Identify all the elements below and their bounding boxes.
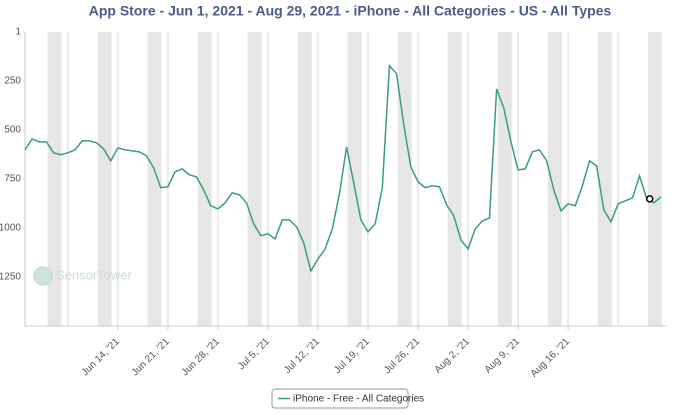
x-tick-label: Jul 19, '21 xyxy=(332,336,372,376)
weekend-band xyxy=(397,32,412,326)
weekend-band xyxy=(297,32,312,326)
y-tick-label: 250 xyxy=(4,75,21,86)
x-tick-label: Jul 26, '21 xyxy=(382,336,422,376)
legend-label: iPhone - Free - All Categories xyxy=(293,394,424,405)
weekend-band xyxy=(147,32,162,326)
weekend-band xyxy=(197,32,212,326)
x-tick-label: Jul 12, '21 xyxy=(282,336,322,376)
weekend-band xyxy=(347,32,362,326)
watermark-icon xyxy=(33,266,53,286)
x-tick-label: Aug 9, '21 xyxy=(483,336,523,376)
x-tick-label: Aug 16, '21 xyxy=(529,336,573,380)
weekend-band xyxy=(497,32,512,326)
chart-title: App Store - Jun 1, 2021 - Aug 29, 2021 -… xyxy=(89,3,612,19)
legend: iPhone - Free - All Categories xyxy=(271,388,424,409)
highlight-point xyxy=(645,195,654,203)
watermark: SensorTower xyxy=(56,267,133,282)
y-tick-label: 750 xyxy=(4,174,21,185)
legend-box xyxy=(271,388,409,409)
y-tick-label: 1 xyxy=(15,27,21,38)
weekend-band xyxy=(447,32,462,326)
weekend-band xyxy=(597,32,612,326)
weekend-band xyxy=(97,32,112,326)
series-line xyxy=(24,63,662,273)
x-tick-label: Jul 5, '21 xyxy=(236,336,272,372)
y-tick-label: 1000 xyxy=(0,223,21,234)
weekend-band xyxy=(247,32,262,326)
weekend-band xyxy=(47,32,62,326)
weekend-band xyxy=(647,32,662,326)
x-tick-label: Aug 2, '21 xyxy=(433,336,473,376)
x-tick-label: Jun 21, '21 xyxy=(130,336,172,378)
weekend-band xyxy=(547,32,562,326)
x-tick-label: Jun 28, '21 xyxy=(180,336,222,378)
y-tick-label: 500 xyxy=(4,125,21,136)
y-tick-label: 1250 xyxy=(0,272,21,283)
x-tick-label: Jun 14, '21 xyxy=(80,336,122,378)
